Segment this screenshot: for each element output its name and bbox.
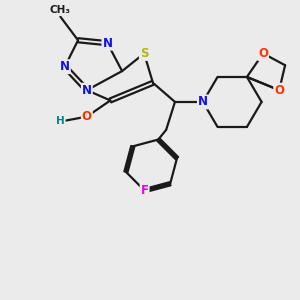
Text: N: N (60, 60, 70, 73)
Text: O: O (274, 84, 284, 97)
Text: H: H (56, 116, 65, 126)
Text: F: F (141, 184, 148, 197)
Text: S: S (140, 47, 148, 60)
Text: N: N (102, 37, 112, 50)
Text: O: O (258, 47, 268, 60)
Text: O: O (82, 110, 92, 123)
Text: CH₃: CH₃ (50, 5, 71, 15)
Text: N: N (82, 84, 92, 97)
Text: N: N (198, 95, 208, 108)
